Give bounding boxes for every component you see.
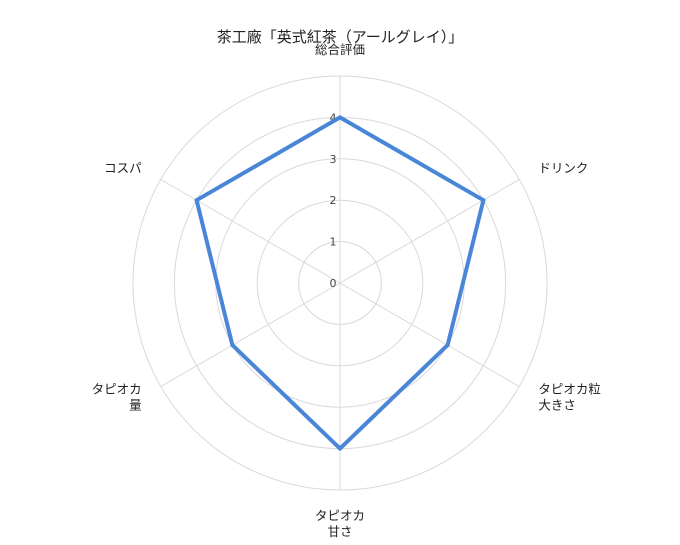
radar-series	[194, 115, 486, 451]
axis-label-2-line-0: タピオカ粒	[538, 382, 601, 397]
spoke-4	[160, 282, 341, 387]
spoke-1	[339, 179, 520, 284]
axis-label-3-line-1: 甘さ	[327, 524, 352, 539]
radial-tick-labels: 0 1 2 3 4	[330, 111, 337, 290]
data-point-4	[230, 343, 235, 348]
axis-label-5: コスパ	[104, 161, 142, 176]
tick-label-0: 0	[330, 277, 337, 290]
spoke-2	[339, 282, 520, 387]
spoke-5	[160, 179, 341, 284]
axis-label-5-line-0: コスパ	[104, 161, 142, 176]
axis-label-3-line-0: タピオカ	[315, 508, 365, 523]
tick-label-3: 3	[330, 153, 337, 166]
axis-label-0-line-0: 総合評価	[315, 42, 365, 57]
data-point-0	[338, 115, 342, 120]
axis-label-1-line-0: ドリンク	[538, 161, 588, 176]
axis-label-4-line-1: 量	[129, 398, 142, 413]
data-point-3	[338, 446, 342, 451]
radar-spokes	[160, 76, 520, 490]
chart-title: 茶工廠「英式紅茶（アールグレイ）」	[217, 28, 464, 46]
tick-label-1: 1	[330, 236, 337, 249]
axis-label-0: 総合評価	[315, 42, 365, 57]
data-point-2	[445, 343, 450, 348]
data-point-1	[481, 198, 486, 203]
tick-label-2: 2	[330, 194, 337, 207]
axis-label-2: タピオカ粒大きさ	[538, 382, 601, 413]
axis-label-4: タピオカ量	[92, 382, 142, 413]
axis-label-1: ドリンク	[538, 161, 588, 176]
data-point-5	[194, 198, 199, 203]
axis-label-2-line-1: 大きさ	[538, 398, 576, 413]
axis-label-4-line-0: タピオカ	[92, 382, 142, 397]
tick-label-4: 4	[330, 111, 337, 124]
axis-label-3: タピオカ甘さ	[315, 508, 365, 539]
